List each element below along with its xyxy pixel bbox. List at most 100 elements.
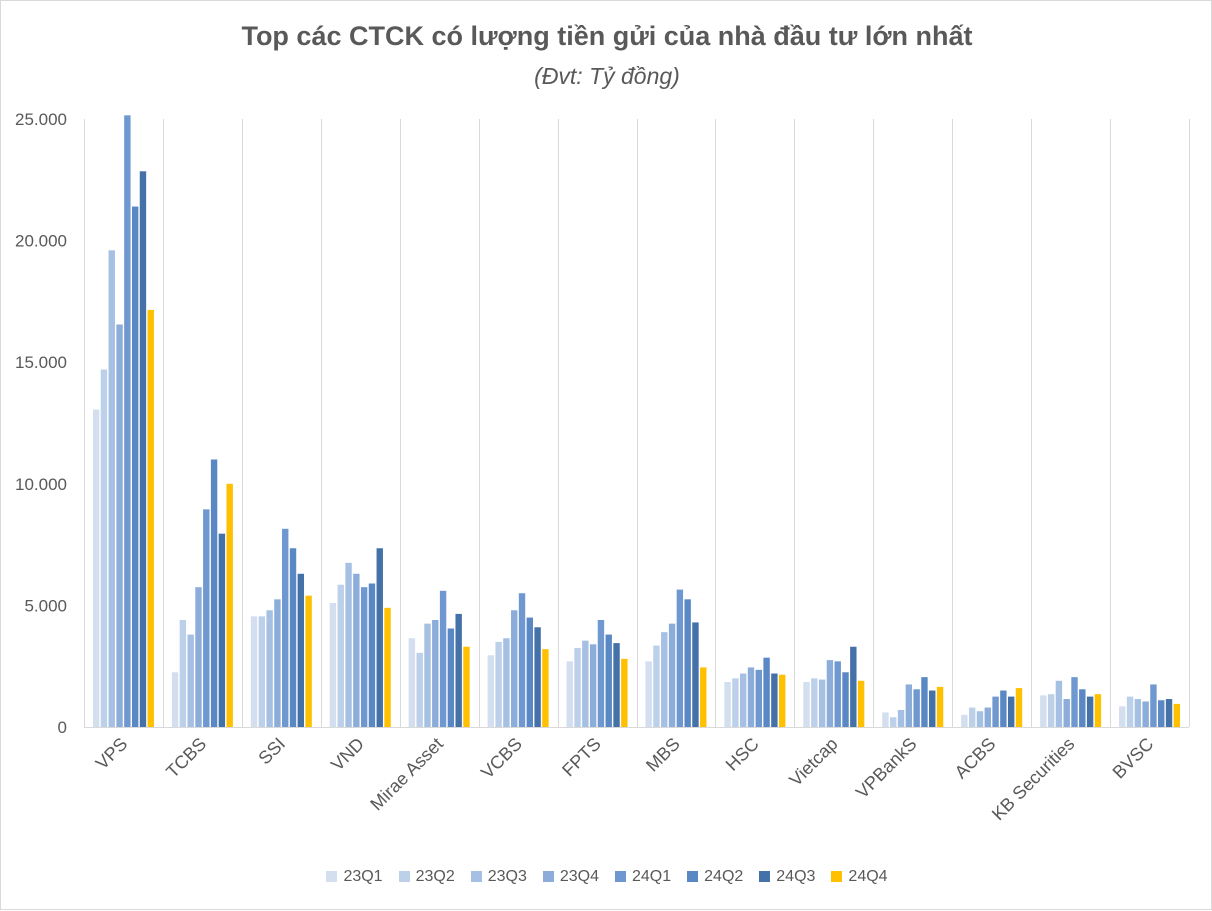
x-tick-label: Mirae Asset bbox=[366, 734, 447, 815]
bar bbox=[116, 324, 123, 727]
bar bbox=[605, 634, 612, 727]
bar bbox=[1086, 696, 1094, 727]
legend-swatch bbox=[470, 871, 482, 882]
bar bbox=[108, 250, 115, 727]
bar bbox=[511, 610, 518, 727]
bar bbox=[463, 646, 470, 727]
bar bbox=[566, 661, 573, 727]
bar bbox=[724, 682, 731, 727]
legend-swatch bbox=[398, 871, 410, 882]
y-tick-label: 10.000 bbox=[15, 475, 67, 494]
x-tick-label: BVSC bbox=[1109, 734, 1158, 783]
bar bbox=[526, 617, 534, 727]
bar bbox=[1015, 688, 1023, 727]
legend-swatch bbox=[326, 871, 338, 882]
bar bbox=[597, 619, 605, 727]
bar bbox=[1150, 684, 1157, 727]
legend-label: 23Q1 bbox=[343, 868, 383, 885]
bar bbox=[1007, 696, 1015, 727]
bar bbox=[171, 672, 179, 727]
x-tick-label: VCBS bbox=[477, 734, 526, 783]
y-tick-label: 5.000 bbox=[24, 596, 67, 615]
bar bbox=[439, 590, 447, 727]
bar bbox=[1071, 677, 1078, 727]
bar bbox=[755, 669, 762, 727]
bar bbox=[518, 593, 526, 727]
bar bbox=[384, 607, 391, 727]
legend-item: 23Q2 bbox=[398, 868, 455, 886]
bar bbox=[976, 711, 984, 727]
y-tick-label: 0 bbox=[58, 718, 67, 737]
bar bbox=[203, 509, 210, 727]
bar bbox=[187, 634, 194, 727]
bar bbox=[929, 690, 936, 727]
legend-item: 24Q1 bbox=[615, 868, 671, 886]
bar bbox=[668, 623, 676, 727]
bar bbox=[226, 483, 233, 727]
bar bbox=[882, 712, 889, 727]
bar bbox=[503, 638, 510, 727]
bar bbox=[274, 599, 281, 727]
bar bbox=[368, 583, 376, 727]
y-tick-label: 15.000 bbox=[15, 353, 67, 372]
bar bbox=[857, 680, 865, 727]
bar bbox=[700, 667, 707, 727]
x-tick-label: ACBS bbox=[951, 734, 1000, 783]
legend-swatch bbox=[687, 871, 699, 882]
bar bbox=[1063, 699, 1070, 727]
bar bbox=[897, 709, 905, 727]
bar bbox=[574, 647, 581, 727]
bar bbox=[913, 689, 920, 727]
bar bbox=[210, 459, 218, 727]
bar bbox=[542, 649, 549, 727]
bar bbox=[984, 707, 991, 727]
legend-label: 24Q3 bbox=[776, 868, 816, 885]
bar bbox=[329, 602, 337, 727]
bar bbox=[495, 641, 502, 727]
bar bbox=[1094, 694, 1102, 727]
bar bbox=[100, 369, 108, 727]
bar bbox=[147, 309, 154, 727]
bar bbox=[297, 573, 305, 727]
x-tick-label: TCBS bbox=[162, 734, 210, 782]
bar bbox=[676, 589, 684, 727]
legend-swatch bbox=[615, 871, 626, 882]
bar bbox=[92, 409, 100, 727]
x-tick-label: KB Securities bbox=[988, 734, 1079, 825]
bar bbox=[1000, 690, 1007, 727]
bar bbox=[961, 714, 968, 727]
legend-item: 23Q4 bbox=[542, 868, 599, 886]
x-tick-label: VPS bbox=[92, 734, 132, 774]
bar bbox=[992, 696, 999, 727]
bar bbox=[416, 652, 423, 727]
legend-label: 23Q4 bbox=[559, 868, 599, 885]
bar bbox=[266, 610, 273, 727]
bar bbox=[1134, 699, 1142, 727]
bar bbox=[778, 674, 786, 727]
x-tick-label: SSI bbox=[254, 734, 289, 769]
bar bbox=[179, 619, 187, 727]
legend-item: 23Q1 bbox=[326, 868, 383, 886]
bar bbox=[282, 528, 289, 727]
bar bbox=[589, 644, 597, 727]
bar bbox=[905, 684, 913, 727]
legend-item: 24Q3 bbox=[759, 868, 815, 886]
legend-label: 24Q2 bbox=[704, 868, 744, 885]
bar bbox=[968, 707, 976, 727]
bar bbox=[408, 638, 416, 727]
legend-swatch bbox=[831, 871, 843, 882]
bar bbox=[803, 682, 810, 727]
chart-title: Top các CTCK có lượng tiền gửi của nhà đ… bbox=[241, 21, 973, 51]
bar bbox=[376, 548, 383, 727]
bar bbox=[131, 206, 139, 728]
bar bbox=[424, 623, 431, 727]
legend-swatch bbox=[759, 871, 771, 882]
bar bbox=[621, 658, 628, 727]
y-tick-label: 20.000 bbox=[15, 232, 67, 251]
bar bbox=[811, 678, 818, 727]
bar bbox=[534, 627, 541, 727]
bar bbox=[250, 616, 258, 727]
bar bbox=[1126, 696, 1134, 727]
